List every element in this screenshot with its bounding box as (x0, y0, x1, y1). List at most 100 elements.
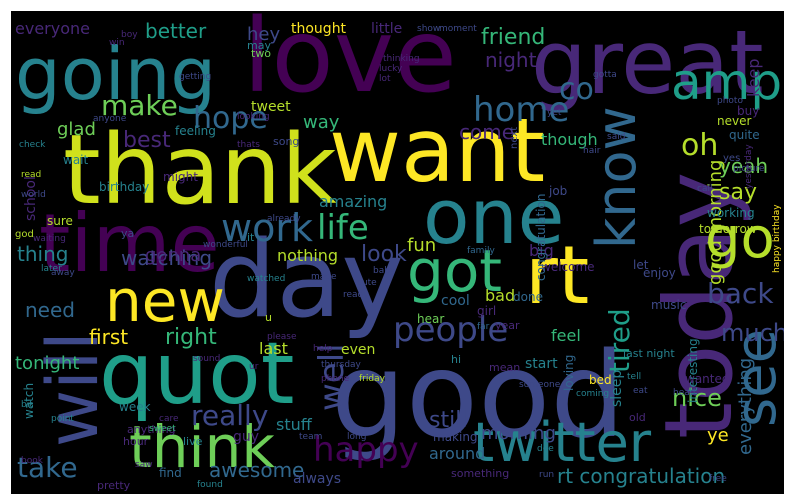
word-oh: oh (681, 128, 718, 163)
word-thinking: thinking (383, 54, 420, 64)
word-well: well (312, 343, 352, 411)
word-one: one (423, 172, 564, 261)
word-back: back (707, 277, 774, 310)
word-wonderful: wonderful (203, 240, 248, 250)
word-around: around (429, 444, 485, 463)
word-it: it (247, 231, 255, 244)
word-made: made (311, 272, 337, 282)
word-rt-congratulation: rt congratulation (557, 464, 725, 488)
word-first: first (89, 325, 128, 349)
word-never: never (717, 114, 751, 128)
word-already: already (267, 214, 301, 224)
word-music: music (651, 298, 686, 312)
word-home: home (473, 90, 569, 130)
word-gonna: gonna (145, 245, 201, 266)
word-eat: eat (633, 386, 648, 396)
word-hi: hi (451, 353, 461, 366)
word-co: co (559, 72, 594, 107)
word-nice: nice (672, 384, 722, 412)
word-thats: thats (237, 140, 260, 150)
word-found: found (197, 480, 223, 490)
word-thing: thing (17, 242, 68, 266)
word-take: take (17, 451, 78, 484)
word-something: something (451, 467, 509, 480)
word-please: please (267, 332, 297, 342)
word-stuff: stuff (276, 415, 313, 434)
word-old: old (629, 411, 646, 424)
word-though: though (541, 130, 598, 149)
word-much: much (721, 319, 784, 347)
word-need: need (25, 298, 75, 322)
word-read: read (21, 170, 41, 180)
word-today: today (645, 172, 754, 439)
word-book: book (21, 456, 44, 466)
word-sure: sure (47, 214, 73, 228)
word-keep: keep (744, 58, 763, 97)
word-anything: anything (127, 423, 176, 436)
word-tomorrow: tomorrow (699, 222, 757, 236)
word-happy-birthday: happy birthday (772, 204, 782, 273)
word-love: love (243, 11, 457, 116)
word-head: head (673, 388, 695, 398)
word-doe: doe (537, 444, 554, 454)
word-think: think (129, 413, 275, 481)
word-see: see (724, 329, 784, 427)
word-cool: cool (441, 293, 470, 309)
word-boy: boy (121, 30, 138, 40)
word-mean: mean (489, 361, 520, 374)
word-help: help (313, 344, 333, 354)
word-girl: girl (477, 304, 496, 318)
word-make: make (101, 89, 178, 122)
word-hey: hey (247, 24, 280, 45)
word-day: day (209, 218, 404, 341)
word-team: team (299, 432, 322, 442)
word-got: got (407, 237, 502, 305)
word-last-night: last night (623, 347, 675, 360)
word-congratulation: congratulation (534, 194, 548, 281)
word-song: song (273, 135, 299, 148)
word-thought: thought (291, 21, 347, 37)
word-done: done (513, 290, 543, 304)
word-gotta: gotta (593, 70, 617, 80)
word-night: night (485, 48, 537, 72)
word-sleep: sleep (609, 370, 625, 407)
word-win: win (109, 38, 125, 48)
word-even: even (341, 342, 375, 358)
word-quite: quite (729, 128, 760, 142)
word-saw: saw (135, 460, 153, 470)
word-awesome: awesome (209, 458, 304, 482)
word-going: going (15, 32, 216, 116)
word-welcome: welcome (541, 260, 595, 274)
word-call: call (697, 184, 712, 194)
word-anyone: anyone (93, 114, 127, 124)
word-cloud-words: good thank love day want great today tim… (15, 11, 784, 492)
word-hair: hair (583, 146, 601, 156)
word-last: last (259, 339, 288, 358)
word-check: check (19, 140, 46, 150)
word-feeling: feeling (175, 124, 216, 138)
word-interesting: interesting (686, 338, 700, 403)
word-ur: ur (249, 362, 259, 372)
word-morning: morning (481, 423, 556, 444)
word-long: long (347, 432, 366, 442)
word-rt: rt (525, 229, 589, 322)
word-getting: getting (179, 72, 211, 82)
word-cute: cute (357, 278, 377, 288)
word-enjoy: enjoy (643, 266, 676, 280)
word-picture: picture (733, 164, 765, 174)
word-away: away (51, 268, 75, 278)
word-birthday: birthday (99, 180, 149, 194)
word-photo: photo (717, 96, 743, 106)
word-sound: sound (193, 354, 220, 364)
word-yet: yet (547, 108, 562, 118)
word-point: point (51, 414, 74, 424)
word-life: life (317, 208, 369, 248)
word-yes: yes (723, 153, 740, 164)
word-little: little (371, 21, 402, 37)
word-happy: happy (313, 430, 419, 470)
word-find: find (159, 466, 182, 480)
word-come: come (459, 120, 514, 144)
word-cloud-frame: good thank love day want great today tim… (11, 11, 784, 494)
word-let: let (633, 258, 649, 272)
word-ready: ready (343, 290, 369, 300)
